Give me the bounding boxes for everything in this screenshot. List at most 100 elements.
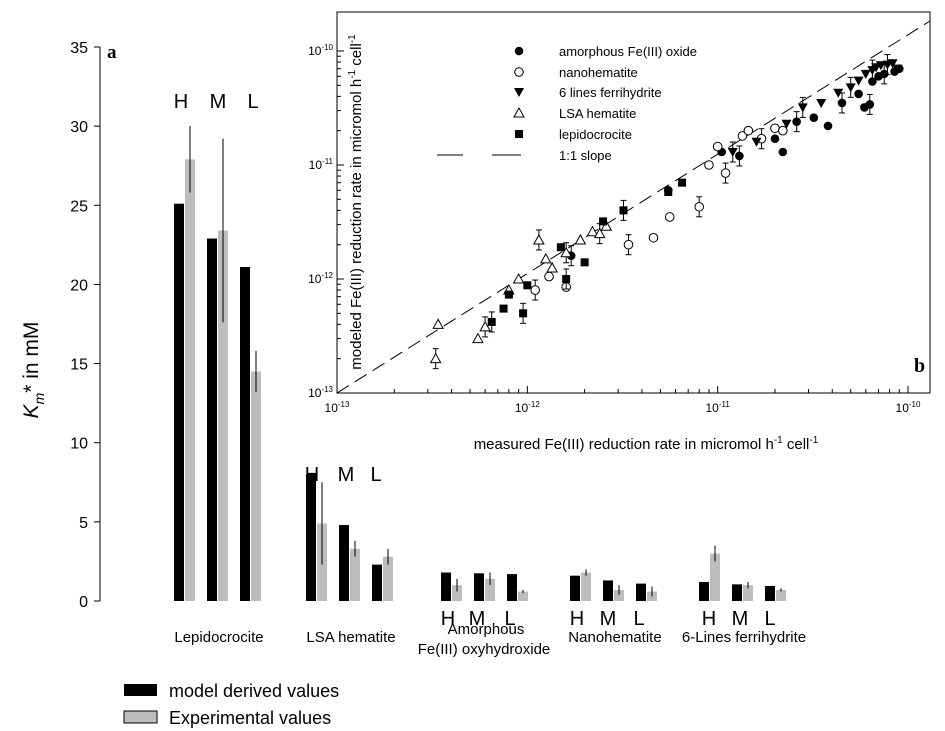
- level-label: H: [570, 608, 584, 630]
- point-amorphous-fe-oxide: [865, 100, 875, 109]
- point-lsa-hematite: [586, 225, 599, 237]
- group-name: 6-Lines ferrihydrite: [682, 629, 806, 646]
- point-nanohematite: [778, 125, 788, 136]
- model-bar: [207, 238, 217, 602]
- point-6-lines-ferrihydrite: [833, 88, 844, 98]
- group-name: Lepidocrocite: [174, 629, 263, 646]
- ylabel-cell: cell: [348, 43, 365, 70]
- point-6-lines-ferrihydrite: [781, 119, 792, 129]
- xlabel-cell: cell: [783, 436, 810, 453]
- point-6-lines-ferrihydrite: [816, 98, 827, 108]
- panel-b-points: [429, 54, 904, 370]
- point-nanohematite: [648, 232, 659, 243]
- model-bar: [441, 572, 451, 601]
- y-tick-label: 20: [70, 277, 88, 294]
- point-nanohematite: [694, 201, 705, 212]
- ylabel-symbol: K: [20, 403, 43, 418]
- one-to-one-slope-line: [336, 20, 931, 394]
- experimental-bar: [350, 548, 360, 601]
- point-amorphous-fe-oxide: [823, 121, 833, 131]
- model-bar: [699, 582, 709, 601]
- level-label: L: [504, 608, 515, 630]
- point-lsa-hematite: [539, 252, 552, 264]
- point-nanohematite: [743, 125, 754, 136]
- point-lsa-hematite: [479, 320, 491, 332]
- experimental-bar: [776, 589, 786, 601]
- xlabel-exp1: -1: [774, 435, 783, 446]
- level-label: H: [305, 464, 319, 486]
- point-nanohematite: [770, 123, 780, 134]
- legend-swatch-model: [124, 684, 157, 696]
- legend-label-model: model derived values: [169, 681, 339, 701]
- y-tick-label: 30: [70, 119, 88, 136]
- point-6-lines-ferrihydrite: [892, 64, 903, 74]
- panel-a-y-axis-title: Km* in mM: [20, 322, 47, 419]
- panel-b-scatter-chart: 10-13 10-12 10-11 10-10 10-13 10-12 10-11 10-10…: [308, 11, 931, 453]
- level-label: L: [764, 608, 775, 630]
- point-6-lines-ferrihydrite: [875, 61, 886, 71]
- point-lepidocrocite: [519, 309, 528, 318]
- point-6-lines-ferrihydrite: [853, 76, 864, 86]
- point-lepidocrocite: [678, 178, 687, 187]
- level-label: L: [370, 464, 381, 486]
- point-lsa-hematite: [546, 261, 558, 273]
- point-lepidocrocite: [599, 217, 608, 226]
- point-lsa-hematite: [512, 272, 525, 284]
- panel-a-legend: model derived values Experimental values: [123, 681, 339, 728]
- point-nanohematite: [544, 271, 554, 282]
- legend-label: 6 lines ferrihydrite: [559, 85, 662, 100]
- point-lepidocrocite: [523, 281, 532, 290]
- level-label: M: [732, 608, 749, 630]
- experimental-bar: [581, 572, 591, 601]
- level-label: H: [174, 91, 188, 113]
- point-nanohematite: [712, 141, 723, 152]
- legend-label: 1:1 slope: [559, 148, 612, 163]
- point-lepidocrocite: [504, 290, 513, 299]
- experimental-bar: [710, 553, 720, 601]
- ylabel-subscript: m: [31, 392, 47, 404]
- point-lsa-hematite: [593, 227, 606, 239]
- panel-b-y-axis-title: modeled Fe(III) reduction rate in microm…: [347, 34, 365, 370]
- x-tick-label: 10-12: [515, 400, 540, 415]
- point-amorphous-fe-oxide: [514, 46, 524, 56]
- point-lepidocrocite: [562, 275, 571, 283]
- y-tick-label: 10-13: [308, 385, 333, 400]
- point-nanohematite: [704, 160, 714, 170]
- panel-b-x-axis-title: measured Fe(III) reduction rate in micro…: [474, 435, 819, 453]
- level-label: H: [702, 608, 716, 630]
- level-label: L: [247, 91, 258, 113]
- level-label: L: [633, 608, 644, 630]
- level-label: M: [469, 608, 486, 630]
- y-tick-label: 35: [70, 40, 88, 57]
- legend-label-experimental: Experimental values: [169, 708, 331, 728]
- point-lepidocrocite: [556, 243, 565, 252]
- point-nanohematite: [720, 168, 731, 178]
- point-amorphous-fe-oxide: [735, 151, 744, 161]
- level-label: H: [441, 608, 455, 630]
- model-bar: [507, 574, 517, 601]
- point-amorphous-fe-oxide: [792, 117, 801, 126]
- y-tick-label: 10-11: [309, 157, 334, 172]
- point-6-lines-ferrihydrite: [887, 59, 898, 69]
- model-bar: [474, 573, 484, 601]
- point-amorphous-fe-oxide: [879, 69, 889, 79]
- legend-label: amorphous Fe(III) oxide: [559, 44, 697, 59]
- point-nanohematite: [664, 212, 675, 222]
- point-lsa-hematite: [513, 106, 525, 118]
- point-6-lines-ferrihydrite: [514, 88, 524, 97]
- point-nanohematite: [530, 285, 541, 295]
- experimental-bar: [614, 589, 624, 601]
- point-lsa-hematite: [429, 352, 442, 364]
- point-lepidocrocite: [619, 206, 628, 215]
- y-tick-label: 10: [70, 436, 88, 453]
- legend-label: lepidocrocite: [559, 127, 632, 142]
- y-tick-label: 10-12: [308, 271, 333, 286]
- point-nanohematite: [514, 67, 524, 77]
- point-6-lines-ferrihydrite: [727, 148, 738, 158]
- y-tick-label: 5: [79, 515, 88, 532]
- legend-label: LSA hematite: [559, 106, 636, 121]
- group-name: Nanohematite: [568, 629, 661, 646]
